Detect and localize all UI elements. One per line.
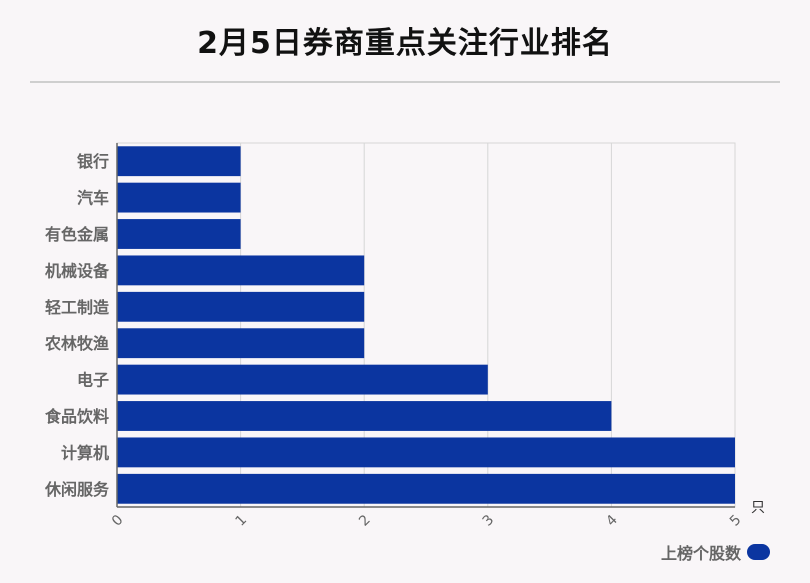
category-label: 计算机: [61, 443, 109, 462]
bar: [117, 401, 612, 431]
bar: [117, 437, 735, 468]
legend[interactable]: 上榜个股数: [661, 540, 770, 564]
bar: [117, 219, 241, 249]
category-label: 休闲服务: [44, 480, 110, 499]
bar: [117, 182, 241, 213]
x-unit-label: 只: [751, 500, 765, 516]
category-label: 有色金属: [45, 225, 109, 244]
bar: [117, 473, 735, 504]
category-label: 银行: [77, 152, 109, 171]
bar: [117, 146, 241, 177]
category-label: 汽车: [77, 189, 109, 208]
category-label: 电子: [77, 371, 109, 390]
bar: [117, 291, 365, 322]
category-label: 机械设备: [45, 261, 110, 280]
category-label: 轻工制造: [45, 298, 110, 317]
x-tick-label: 0: [109, 512, 127, 530]
chart-title: 2月5日券商重点关注行业排名: [197, 26, 613, 61]
bar: [117, 255, 365, 286]
bar: [117, 364, 488, 395]
x-tick-label: 1: [232, 512, 250, 530]
x-tick-label: 4: [603, 512, 621, 530]
legend-swatch: [747, 544, 770, 560]
category-label: 食品饮料: [44, 407, 109, 426]
legend-label: 上榜个股数: [660, 544, 741, 563]
x-tick-label: 2: [356, 512, 374, 530]
x-tick-label: 5: [727, 512, 745, 530]
x-tick-label: 3: [480, 512, 498, 530]
bar: [117, 328, 365, 359]
category-label: 农林牧渔: [44, 334, 109, 353]
title-divider: [30, 81, 780, 83]
